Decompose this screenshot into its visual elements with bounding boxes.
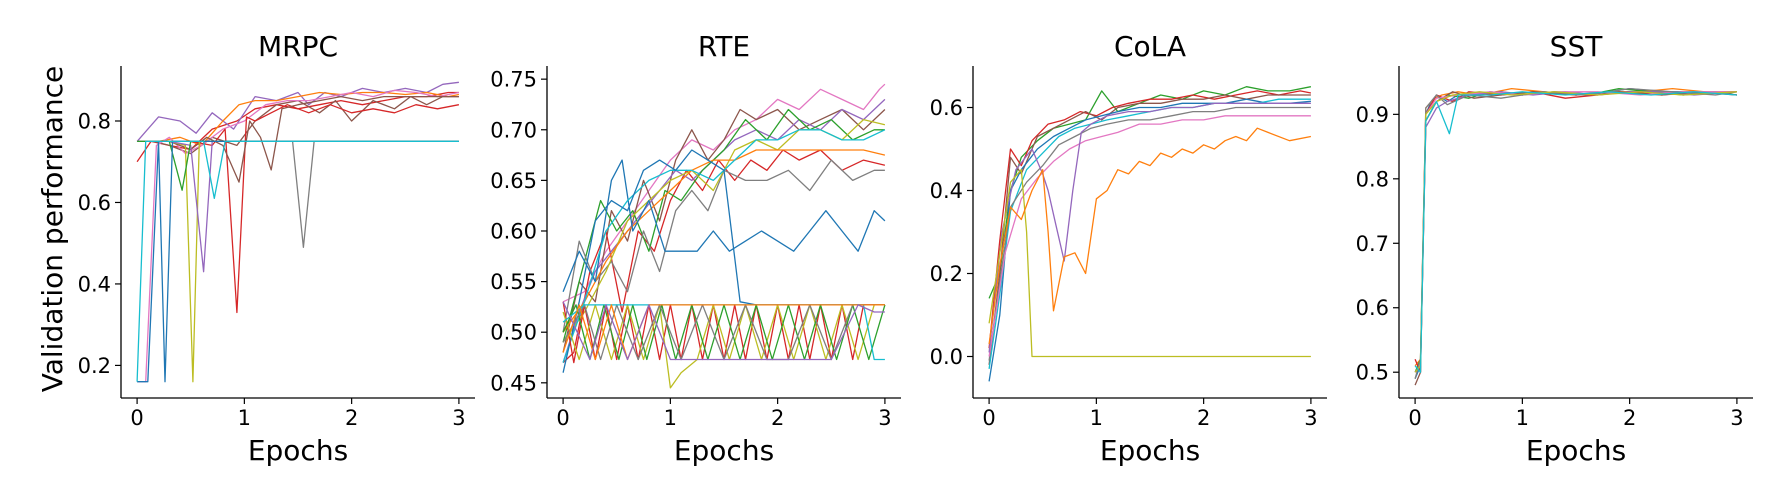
y-tick-label: 0.9 [1356, 103, 1389, 127]
x-axis-label: Epochs [674, 434, 774, 467]
y-axis-label: Validation performance [36, 66, 69, 392]
x-tick-label: 2 [771, 406, 784, 430]
x-axis-label: Epochs [248, 434, 348, 467]
series-line [1414, 91, 1737, 373]
series-line [562, 108, 886, 353]
series-line [988, 169, 1311, 358]
series-group [988, 86, 1312, 382]
x-tick-label: 3 [1730, 406, 1743, 430]
series-line [137, 140, 459, 383]
panel-rte: 0 1 2 3 0.45 0.50 0.55 0.60 0.65 0.70 0.75 RTE Epoch… [490, 30, 901, 467]
y-tick-label: 0.6 [1356, 296, 1389, 320]
panel-sst: 0 1 2 3 0.5 0.6 0.7 0.8 0.9 SST Epochs [1356, 30, 1753, 467]
y-tick-label: 0.65 [490, 169, 537, 193]
x-axis-label: Epochs [1100, 434, 1200, 467]
y-tick-label: 0.6 [78, 191, 111, 215]
panel-title: SST [1550, 30, 1604, 63]
y-tick-label: 0.55 [490, 270, 537, 294]
series-line [137, 95, 459, 183]
series-line [562, 304, 886, 361]
x-tick-label: 2 [1197, 406, 1210, 430]
series-line [137, 104, 460, 314]
series-line [1414, 91, 1737, 373]
series-group [562, 83, 886, 389]
series-line [562, 301, 885, 361]
series-line [988, 86, 1312, 299]
y-tick-label: 0.2 [78, 354, 111, 378]
series-line [988, 98, 1311, 369]
x-tick-label: 0 [556, 406, 569, 430]
series-line [562, 159, 886, 292]
series-line [562, 108, 885, 343]
y-tick-label: 0.8 [1356, 167, 1389, 191]
x-tick-label: 3 [1304, 406, 1317, 430]
y-tick-label: 0.5 [1356, 361, 1389, 385]
series-line [1414, 87, 1737, 373]
y-tick-label: 0.4 [78, 272, 111, 296]
series-line [136, 81, 459, 142]
x-tick-label: 0 [130, 406, 143, 430]
series-line [562, 159, 885, 333]
panel-mrpc: 0 1 2 3 0.2 0.4 0.6 0.8 MRPC Epochs [78, 30, 475, 467]
y-tick-label: 0.2 [930, 262, 963, 286]
series-line [988, 106, 1311, 361]
x-tick-label: 1 [238, 406, 251, 430]
series-line [988, 90, 1312, 349]
y-tick-label: 0.7 [1356, 232, 1389, 256]
series-line [137, 140, 459, 383]
y-tick-label: 0.50 [490, 321, 537, 345]
panel-title: CoLA [1114, 30, 1186, 63]
series-line [562, 83, 886, 303]
y-tick-label: 0.45 [490, 371, 537, 395]
x-tick-label: 0 [982, 406, 995, 430]
x-tick-label: 3 [878, 406, 891, 430]
series-line [136, 140, 459, 382]
series-line [1414, 91, 1737, 373]
y-tick-label: 0.60 [490, 219, 537, 243]
x-tick-label: 1 [664, 406, 677, 430]
series-line [1414, 91, 1737, 373]
x-tick-label: 2 [345, 406, 358, 430]
x-tick-label: 1 [1090, 406, 1103, 430]
series-line [137, 89, 460, 383]
series-line [988, 102, 1311, 353]
series-line [1414, 87, 1737, 379]
y-tick-label: 0.4 [930, 179, 963, 203]
series-line [988, 127, 1312, 345]
y-tick-label: 0.75 [490, 68, 537, 92]
series-group [1414, 87, 1737, 386]
series-line [1414, 91, 1737, 386]
series-line [988, 115, 1311, 357]
x-axis-label: Epochs [1526, 434, 1626, 467]
series-group [136, 81, 460, 383]
series-line [562, 301, 885, 364]
series-line [562, 149, 886, 333]
x-tick-label: 0 [1408, 406, 1421, 430]
panel-cola: 0 1 2 3 0.0 0.2 0.4 0.6 CoLA Epochs [930, 30, 1327, 467]
series-line [1414, 87, 1737, 367]
series-line [1414, 87, 1737, 379]
y-tick-label: 0.6 [930, 96, 963, 120]
y-tick-label: 0.8 [78, 109, 111, 133]
panel-title: MRPC [258, 30, 338, 63]
series-line [562, 118, 886, 343]
x-tick-label: 1 [1516, 406, 1529, 430]
x-tick-label: 2 [1623, 406, 1636, 430]
x-tick-label: 3 [452, 406, 465, 430]
series-line [1414, 91, 1737, 373]
y-tick-label: 0.0 [930, 345, 963, 369]
panel-title: RTE [698, 30, 750, 63]
y-tick-label: 0.70 [490, 118, 537, 142]
series-line [562, 149, 886, 364]
